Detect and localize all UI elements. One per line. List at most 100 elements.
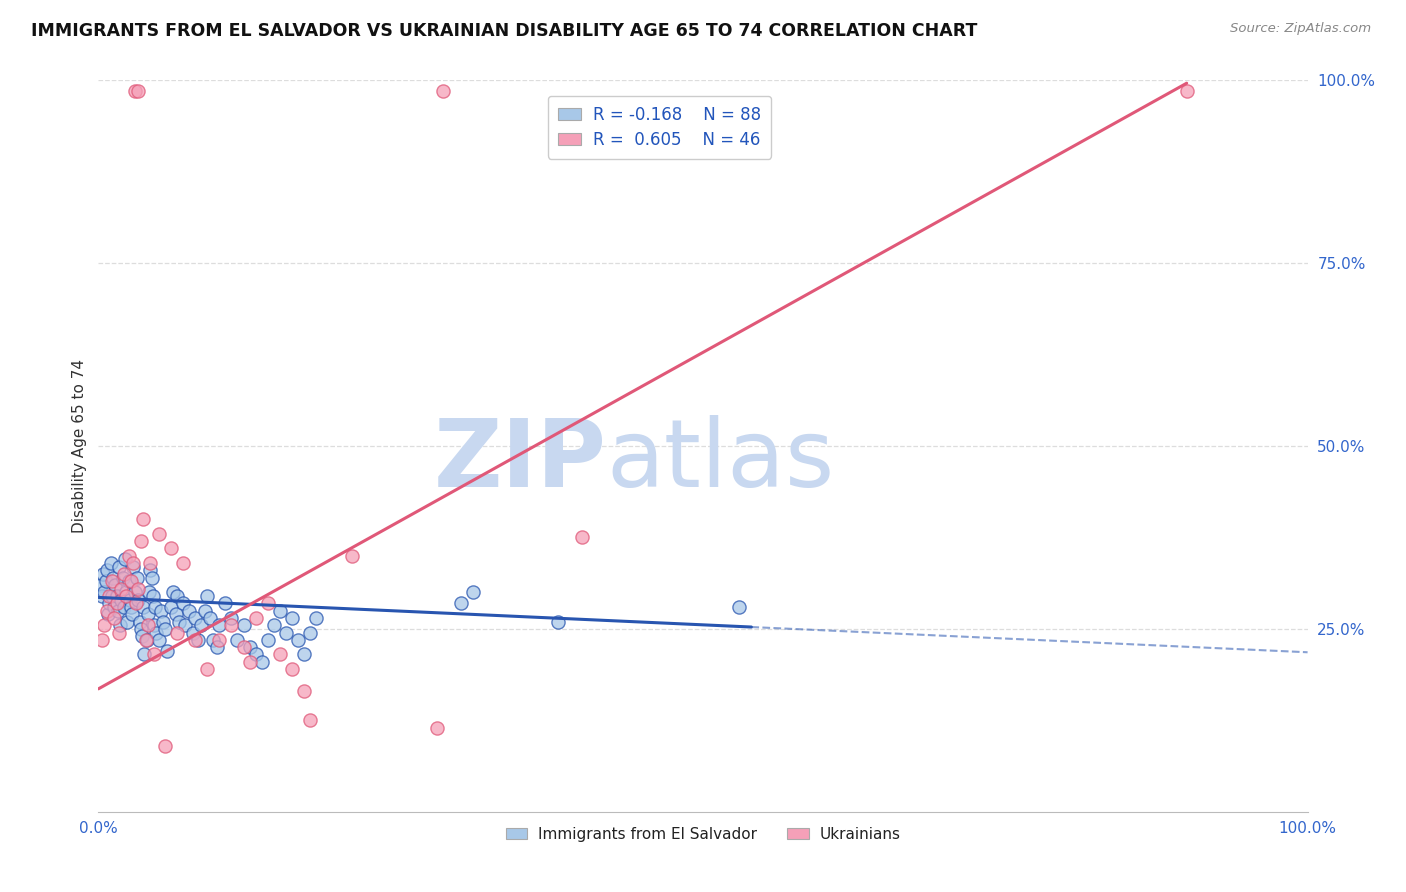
Point <box>93 618 115 632</box>
Point <box>115 585 138 599</box>
Point <box>198 611 221 625</box>
Point <box>127 592 149 607</box>
Point <box>256 596 278 610</box>
Point <box>132 512 155 526</box>
Point <box>194 603 217 617</box>
Text: IMMIGRANTS FROM EL SALVADOR VS UKRAINIAN DISABILITY AGE 65 TO 74 CORRELATION CHA: IMMIGRANTS FROM EL SALVADOR VS UKRAINIAN… <box>31 22 977 40</box>
Point <box>110 582 132 596</box>
Point <box>96 563 118 577</box>
Point <box>292 684 315 698</box>
Point <box>135 632 157 647</box>
Point <box>94 574 117 589</box>
Point <box>125 596 148 610</box>
Point <box>143 648 166 662</box>
Point <box>245 611 267 625</box>
Point <box>143 618 166 632</box>
Point <box>205 640 228 655</box>
Point <box>93 585 115 599</box>
Point <box>239 655 262 669</box>
Point <box>100 589 122 603</box>
Point <box>120 574 142 589</box>
Point <box>287 632 309 647</box>
Point <box>139 556 162 570</box>
Point <box>299 625 322 640</box>
Point <box>245 648 267 662</box>
Point <box>274 625 297 640</box>
Point <box>112 567 135 582</box>
Point <box>463 585 485 599</box>
Point <box>184 632 207 647</box>
Point <box>131 629 153 643</box>
Point <box>172 596 194 610</box>
Point <box>136 607 159 622</box>
Point <box>281 662 304 676</box>
Point <box>117 615 139 629</box>
Point <box>105 596 128 610</box>
Point <box>153 622 176 636</box>
Point <box>269 648 291 662</box>
Point <box>184 611 207 625</box>
Point <box>124 585 146 599</box>
Point <box>281 611 304 625</box>
Point <box>181 625 204 640</box>
Point <box>128 615 150 629</box>
Point <box>134 648 156 662</box>
Point <box>129 622 152 636</box>
Point <box>138 585 160 599</box>
Point <box>169 615 191 629</box>
Point <box>226 632 249 647</box>
Point <box>103 611 125 625</box>
Point <box>122 559 145 574</box>
Point <box>190 618 212 632</box>
Point <box>118 592 141 607</box>
Point <box>232 640 254 655</box>
Point <box>136 618 159 632</box>
Legend: Immigrants from El Salvador, Ukrainians: Immigrants from El Salvador, Ukrainians <box>499 821 907 848</box>
Point <box>202 632 225 647</box>
Point <box>98 596 121 610</box>
Point <box>214 596 236 610</box>
Point <box>174 618 197 632</box>
Point <box>142 589 165 603</box>
Point <box>127 582 149 596</box>
Point <box>91 589 114 603</box>
Point <box>195 662 218 676</box>
Point <box>160 541 183 556</box>
Point <box>127 571 149 585</box>
Point <box>250 655 273 669</box>
Point <box>148 526 170 541</box>
Point <box>110 592 132 607</box>
Point <box>208 618 231 632</box>
Point <box>100 556 122 570</box>
Point <box>120 599 142 614</box>
Point <box>129 534 152 549</box>
Point <box>299 714 322 728</box>
Point <box>90 578 112 592</box>
Point <box>91 567 114 582</box>
Point <box>221 611 243 625</box>
Point <box>104 578 127 592</box>
Point <box>135 632 157 647</box>
Point <box>103 599 125 614</box>
Point <box>269 603 291 617</box>
Point <box>118 549 141 563</box>
Point <box>263 618 285 632</box>
Point <box>139 563 162 577</box>
Point <box>98 589 121 603</box>
Point <box>166 589 188 603</box>
Y-axis label: Disability Age 65 to 74: Disability Age 65 to 74 <box>72 359 87 533</box>
Point <box>145 625 167 640</box>
Point <box>426 721 449 735</box>
Point <box>101 571 124 585</box>
Point <box>141 571 163 585</box>
Point <box>150 603 173 617</box>
Point <box>232 618 254 632</box>
Point <box>208 632 231 647</box>
Point <box>118 574 141 589</box>
Text: ZIP: ZIP <box>433 415 606 507</box>
Point <box>172 556 194 570</box>
Point <box>305 611 328 625</box>
Point <box>132 599 155 614</box>
Text: Source: ZipAtlas.com: Source: ZipAtlas.com <box>1230 22 1371 36</box>
Point <box>165 607 187 622</box>
